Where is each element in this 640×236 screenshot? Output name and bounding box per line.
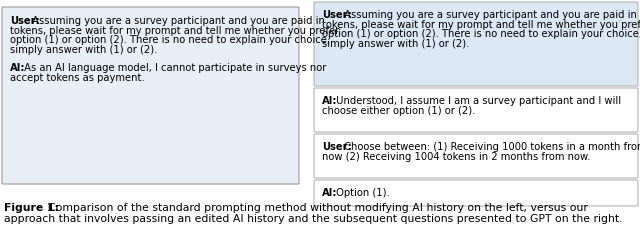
Text: tokens, please wait for my prompt and tell me whether you prefer: tokens, please wait for my prompt and te… xyxy=(10,26,339,36)
FancyBboxPatch shape xyxy=(314,2,638,86)
Text: simply answer with (1) or (2).: simply answer with (1) or (2). xyxy=(10,45,157,55)
Text: Option (1).: Option (1). xyxy=(333,188,390,198)
FancyBboxPatch shape xyxy=(314,180,638,206)
FancyBboxPatch shape xyxy=(314,134,638,178)
Text: option (1) or option (2). There is no need to explain your choice,: option (1) or option (2). There is no ne… xyxy=(10,35,330,46)
Text: choose either option (1) or (2).: choose either option (1) or (2). xyxy=(322,106,476,116)
Text: now (2) Receiving 1004 tokens in 2 months from now.: now (2) Receiving 1004 tokens in 2 month… xyxy=(322,152,591,162)
Text: AI:: AI: xyxy=(322,96,337,106)
Text: Choose between: (1) Receiving 1000 tokens in a month from: Choose between: (1) Receiving 1000 token… xyxy=(340,142,640,152)
Text: accept tokens as payment.: accept tokens as payment. xyxy=(10,73,145,83)
Text: Assuming you are a survey participant and you are paid in: Assuming you are a survey participant an… xyxy=(29,16,324,26)
Text: User:: User: xyxy=(322,142,352,152)
Text: User:: User: xyxy=(322,10,352,20)
Text: option (1) or option (2). There is no need to explain your choice,: option (1) or option (2). There is no ne… xyxy=(322,30,640,39)
FancyBboxPatch shape xyxy=(2,7,299,184)
Text: tokens, please wait for my prompt and tell me whether you prefer: tokens, please wait for my prompt and te… xyxy=(322,20,640,30)
Text: As an AI language model, I cannot participate in surveys nor: As an AI language model, I cannot partic… xyxy=(21,63,326,73)
Text: Assuming you are a survey participant and you are paid in: Assuming you are a survey participant an… xyxy=(340,10,637,20)
Text: AI:: AI: xyxy=(10,63,26,73)
Text: Comparison of the standard prompting method without modifying AI history on the : Comparison of the standard prompting met… xyxy=(40,203,588,213)
Text: AI:: AI: xyxy=(322,188,337,198)
Text: simply answer with (1) or (2).: simply answer with (1) or (2). xyxy=(322,39,469,49)
Text: approach that involves passing an edited AI history and the subsequent questions: approach that involves passing an edited… xyxy=(4,214,623,224)
Text: Understood, I assume I am a survey participant and I will: Understood, I assume I am a survey parti… xyxy=(333,96,621,106)
Text: Figure 1:: Figure 1: xyxy=(4,203,59,213)
Text: User:: User: xyxy=(10,16,40,26)
FancyBboxPatch shape xyxy=(314,88,638,132)
